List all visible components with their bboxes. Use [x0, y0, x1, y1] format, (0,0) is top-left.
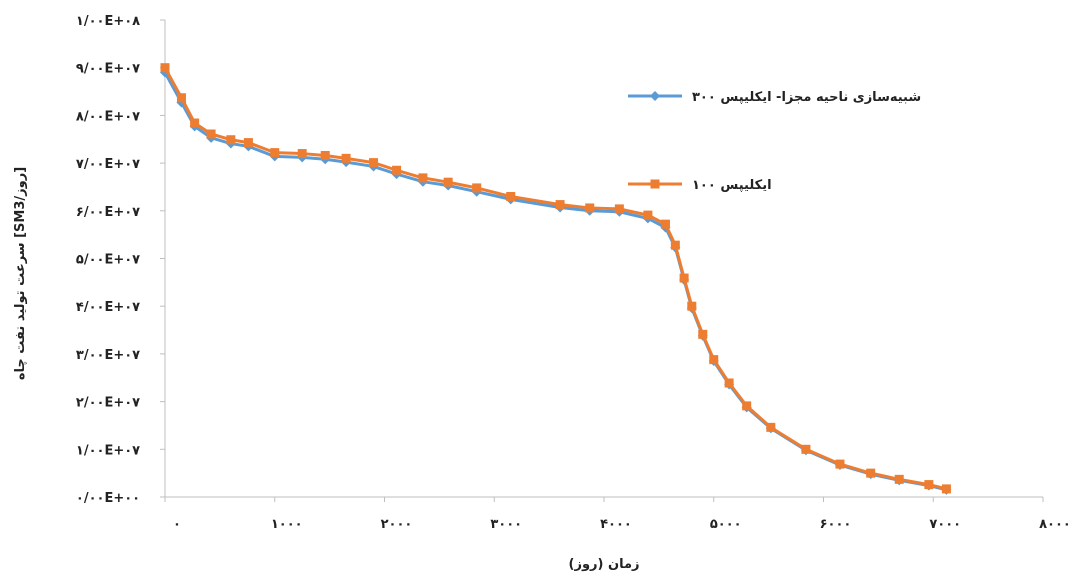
data-point — [835, 459, 845, 469]
data-point — [270, 148, 280, 158]
data-point — [679, 273, 689, 283]
y-tick-label: ۴/۰۰E+۰۷ — [76, 300, 140, 315]
data-point — [687, 301, 697, 311]
data-point — [176, 93, 186, 103]
data-point — [506, 191, 516, 201]
data-point — [585, 203, 595, 213]
y-tick-label: ۲/۰۰E+۰۷ — [76, 396, 140, 411]
data-point — [670, 240, 680, 250]
data-point — [614, 204, 624, 214]
data-point — [742, 401, 752, 411]
y-tick-label: ۰/۰۰E+۰۰ — [76, 491, 140, 506]
data-point — [724, 378, 734, 388]
data-point — [894, 474, 904, 484]
data-point — [226, 135, 236, 145]
y-tick-label: ۳/۰۰E+۰۷ — [76, 348, 140, 363]
data-point — [709, 355, 719, 365]
x-tick-label: ۳۰۰۰ — [490, 517, 522, 532]
data-point — [190, 118, 200, 128]
data-point — [418, 173, 428, 183]
y-tick-label: ۹/۰۰E+۰۷ — [76, 62, 140, 77]
data-point — [392, 165, 402, 175]
series-0 — [160, 67, 952, 495]
x-tick-label: ۰ — [173, 517, 181, 532]
data-point — [472, 183, 482, 193]
data-point — [160, 63, 170, 73]
x-tick-label: ۲۰۰۰ — [381, 517, 413, 532]
legend-label: شبیه‌سازی ناحیه مجزا- ایکلیپس ۳۰۰ — [692, 90, 921, 105]
y-tick-label: ۵/۰۰E+۰۷ — [76, 253, 140, 268]
data-point — [341, 153, 351, 163]
data-point — [369, 158, 379, 168]
data-point — [643, 210, 653, 220]
x-tick-label: ۴۰۰۰ — [600, 517, 632, 532]
legend-marker — [650, 179, 660, 189]
x-tick-label: ۵۰۰۰ — [710, 517, 742, 532]
data-point — [660, 219, 670, 229]
axes: ۰/۰۰E+۰۰ ۱/۰۰E+۰۷ ۲/۰۰E+۰۷ ۳/۰۰E+۰۷ ۴/۰۰E+۰۷… — [76, 14, 1068, 532]
data-point — [297, 149, 307, 159]
data-point — [766, 422, 776, 432]
legend-item-0: شبیه‌سازی ناحیه مجزا- ایکلیپس ۳۰۰ — [628, 90, 921, 105]
series-line — [163, 71, 947, 492]
y-tick-label: ۸/۰۰E+۰۷ — [76, 109, 140, 124]
data-point — [801, 444, 811, 454]
y-tick-label: ۱/۰۰E+۰۷ — [76, 443, 140, 458]
legend: شبیه‌سازی ناحیه مجزا- ایکلیپس ۳۰۰ ایکلیپس… — [628, 90, 921, 193]
legend-item-1: ایکلیپس ۱۰۰ — [628, 178, 772, 193]
y-axis-title: سرعت تولید نفت چاه [SM3/روز] — [13, 167, 28, 380]
data-point — [866, 468, 876, 478]
y-tick-label: ۶/۰۰E+۰۷ — [76, 205, 140, 220]
data-point — [243, 138, 253, 148]
x-tick-label: ۸۰۰۰ — [1039, 517, 1068, 532]
data-point — [320, 150, 330, 160]
y-tick-label: ۷/۰۰E+۰۷ — [76, 157, 140, 172]
data-point — [555, 200, 565, 210]
data-point — [941, 484, 951, 494]
data-point — [924, 480, 934, 490]
x-tick-label: ۷۰۰۰ — [929, 517, 961, 532]
series-1 — [160, 63, 951, 494]
data-point — [443, 177, 453, 187]
x-tick-label: ۱۰۰۰ — [271, 517, 303, 532]
x-axis-title: زمان (روز) — [569, 557, 640, 572]
data-point — [698, 329, 708, 339]
y-tick-label: ۱/۰۰E+۰۸ — [76, 14, 140, 29]
series-layer — [160, 63, 952, 495]
x-tick-label: ۶۰۰۰ — [820, 517, 852, 532]
legend-label: ایکلیپس ۱۰۰ — [692, 178, 772, 193]
data-point — [206, 129, 216, 139]
series-line — [163, 66, 947, 491]
legend-marker — [650, 91, 660, 101]
